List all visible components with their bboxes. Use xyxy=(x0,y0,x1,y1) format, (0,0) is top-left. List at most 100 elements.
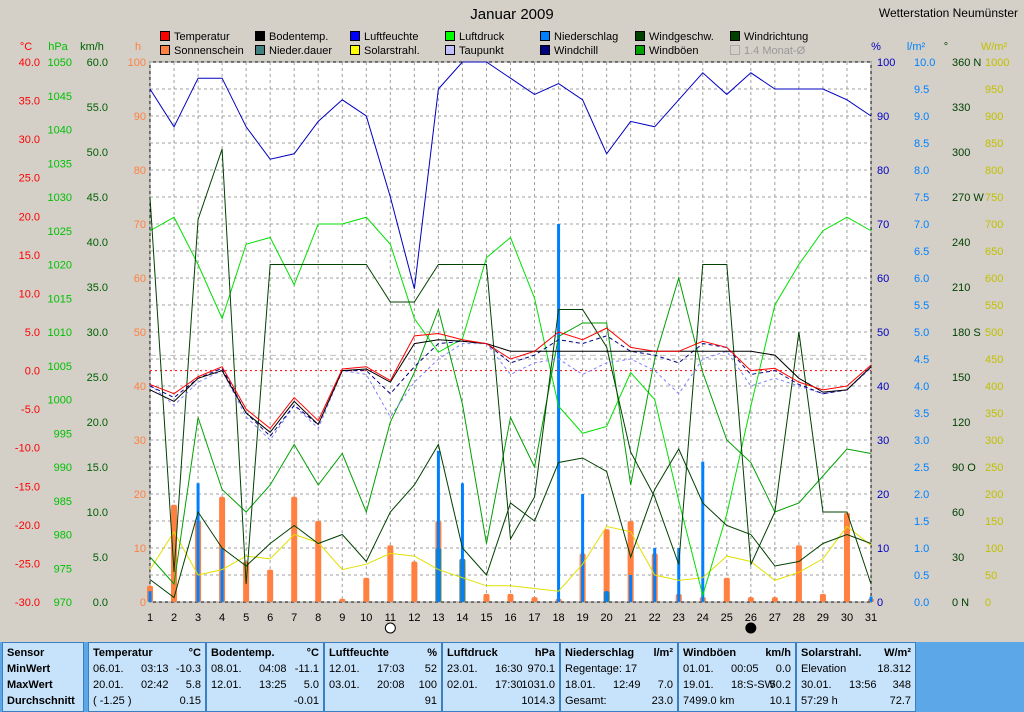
stats-date: 12.01. xyxy=(329,663,360,675)
x-tick: 14 xyxy=(456,612,468,624)
x-tick: 2 xyxy=(171,612,177,624)
rain-axis-tick: 2.0 xyxy=(914,489,929,501)
legend-label: Taupunkt xyxy=(459,45,504,57)
humidity-unit: % xyxy=(871,41,881,53)
rain-unit: l/m² xyxy=(907,41,926,53)
solar-axis-tick: 950 xyxy=(985,84,1003,96)
legend-label: Bodentemp. xyxy=(269,31,329,43)
wind-axis-tick: 25.0 xyxy=(87,372,108,384)
pressure-axis-tick: 1010 xyxy=(48,327,72,339)
temp-axis-tick: 20.0 xyxy=(19,211,40,223)
legend-item[interactable]: Taupunkt xyxy=(445,44,504,58)
humidity-axis-tick: 0 xyxy=(877,597,883,609)
rain-axis-tick: 7.5 xyxy=(914,192,929,204)
temp-axis-tick: 35.0 xyxy=(19,96,40,108)
stats-value: 23.0 xyxy=(651,695,673,707)
humidity-axis-tick: 20 xyxy=(877,489,889,501)
direction-unit: ° xyxy=(944,41,948,53)
stats-value: -10.3 xyxy=(175,663,201,675)
humidity-axis-tick: 70 xyxy=(877,219,889,231)
stats-box: Solarstrahl. W/m² Elevation 18.312 30.01. 13:… xyxy=(796,642,916,712)
rain-axis-tick: 2.5 xyxy=(914,462,929,474)
legend-label: Solarstrahl. xyxy=(364,45,420,57)
legend-item[interactable]: Windböen xyxy=(635,44,699,58)
legend-swatch xyxy=(635,45,645,55)
solar-axis-tick: 200 xyxy=(985,489,1003,501)
stats-value: 10.1 xyxy=(769,695,791,707)
x-tick: 12 xyxy=(408,612,420,624)
winddir-line xyxy=(149,148,872,585)
x-tick: 23 xyxy=(673,612,685,624)
legend-item[interactable]: Niederschlag xyxy=(540,30,618,44)
sunshine-bar xyxy=(795,545,802,602)
temp-axis-tick: -25.0 xyxy=(15,558,40,570)
x-tick: 26 xyxy=(745,612,757,624)
x-tick: 8 xyxy=(315,612,321,624)
rain-axis-tick: 3.0 xyxy=(914,435,929,447)
pressure-axis-tick: 990 xyxy=(54,462,72,474)
precipitation-bar xyxy=(605,591,609,602)
legend-item[interactable]: Temperatur xyxy=(160,30,230,44)
x-tick: 22 xyxy=(649,612,661,624)
direction-axis-tick: 150 xyxy=(952,372,970,384)
chart-title: Januar 2009 xyxy=(470,6,554,23)
x-tick: 27 xyxy=(769,612,781,624)
legend-item[interactable]: Windgeschw. xyxy=(635,30,714,44)
solar-axis-tick: 1000 xyxy=(985,57,1009,69)
rain-axis-tick: 6.0 xyxy=(914,273,929,285)
wind-axis-tick: 15.0 xyxy=(87,462,108,474)
stats-date: 20.01. xyxy=(93,679,124,691)
legend-item[interactable]: Sonnenschein xyxy=(160,44,244,58)
rain-axis-tick: 8.5 xyxy=(914,138,929,150)
legend-swatch xyxy=(445,45,455,55)
legend-item[interactable]: Nieder.dauer xyxy=(255,44,332,58)
stats-unit: % xyxy=(427,647,437,659)
full-moon-icon xyxy=(384,622,396,634)
direction-axis-tick: 240 xyxy=(952,237,970,249)
legend-item[interactable]: Solarstrahl. xyxy=(350,44,420,58)
x-tick: 31 xyxy=(865,612,877,624)
stats-unit: hPa xyxy=(534,647,555,659)
legend-item[interactable]: 1.4 Monat-Ø xyxy=(730,44,805,58)
legend-item[interactable]: Luftdruck xyxy=(445,30,504,44)
direction-axis-tick: 60 xyxy=(952,507,964,519)
x-tick: 18 xyxy=(552,612,564,624)
temp-axis-tick: 25.0 xyxy=(19,173,40,185)
legend-item[interactable]: Luftfeuchte xyxy=(350,30,418,44)
solar-axis-tick: 400 xyxy=(985,381,1003,393)
precipitation-bar xyxy=(557,224,561,602)
legend-swatch xyxy=(255,45,265,55)
temp-unit: °C xyxy=(20,41,32,53)
stats-panel: Sensor MinWert MaxWert Durchschnitt Temperat… xyxy=(0,642,1024,712)
stats-date: 08.01. xyxy=(211,663,242,675)
x-tick: 19 xyxy=(576,612,588,624)
legend-swatch xyxy=(635,31,645,41)
pressure-axis-tick: 1015 xyxy=(48,293,72,305)
solar-axis-tick: 450 xyxy=(985,354,1003,366)
solar-axis-tick: 0 xyxy=(985,597,991,609)
sunshine-bar xyxy=(387,545,394,602)
rain-axis-tick: 0.0 xyxy=(914,597,929,609)
hours-axis-tick: 0 xyxy=(140,597,146,609)
rain-axis-tick: 7.0 xyxy=(914,219,929,231)
solar-axis-tick: 50 xyxy=(985,570,997,582)
rain-axis-tick: 9.5 xyxy=(914,84,929,96)
legend-item[interactable]: Windrichtung xyxy=(730,30,808,44)
stats-box: Bodentemp. °C 08.01. 04:08 -11.1 12.01. 13:25 5… xyxy=(206,642,324,712)
hours-axis-tick: 90 xyxy=(134,111,146,123)
x-tick: 13 xyxy=(432,612,444,624)
precipitation-bar xyxy=(460,483,464,602)
legend-label: Temperatur xyxy=(174,31,230,43)
legend-item[interactable]: Windchill xyxy=(540,44,598,58)
wind-axis-tick: 20.0 xyxy=(87,417,108,429)
precipitation-bar xyxy=(220,548,224,602)
stats-date: Gesamt: xyxy=(565,695,607,707)
stats-unit: °C xyxy=(188,647,201,659)
stats-date: ( -1.25 ) xyxy=(93,695,132,707)
x-tick: 17 xyxy=(528,612,540,624)
legend-item[interactable]: Bodentemp. xyxy=(255,30,328,44)
stats-value: 970.1 xyxy=(527,663,555,675)
x-tick: 10 xyxy=(360,612,372,624)
temp-axis-tick: -30.0 xyxy=(15,597,40,609)
stats-header: Windböen xyxy=(683,647,737,659)
